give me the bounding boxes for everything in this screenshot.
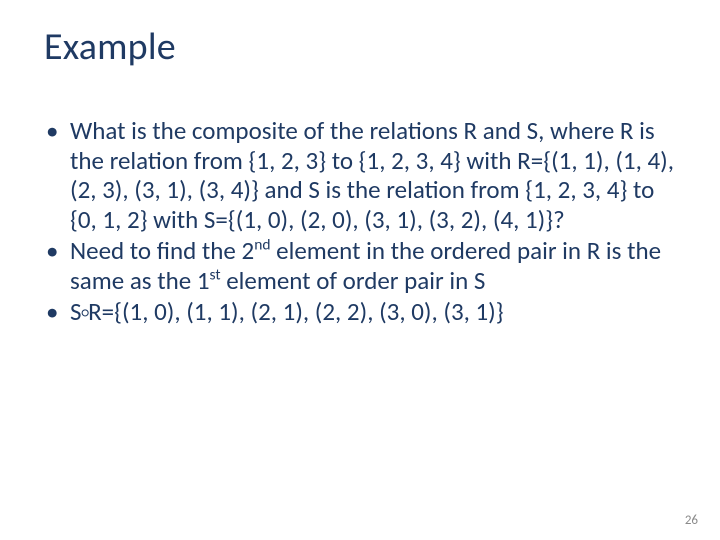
bullet-item: Need to find the 2nd element in the orde… [70, 236, 676, 295]
compose-symbol: ○ [82, 305, 89, 321]
bullet-item: S○R={(1, 0), (1, 1), (2, 1), (2, 2), (3,… [70, 297, 676, 327]
slide-title: Example [44, 24, 676, 70]
slide-container: Example What is the composite of the rel… [0, 0, 720, 540]
superscript: st [210, 265, 221, 284]
superscript: nd [254, 236, 270, 255]
bullet-item: What is the composite of the relations R… [70, 116, 676, 234]
page-number: 26 [685, 513, 698, 528]
bullet-list: What is the composite of the relations R… [44, 116, 676, 327]
